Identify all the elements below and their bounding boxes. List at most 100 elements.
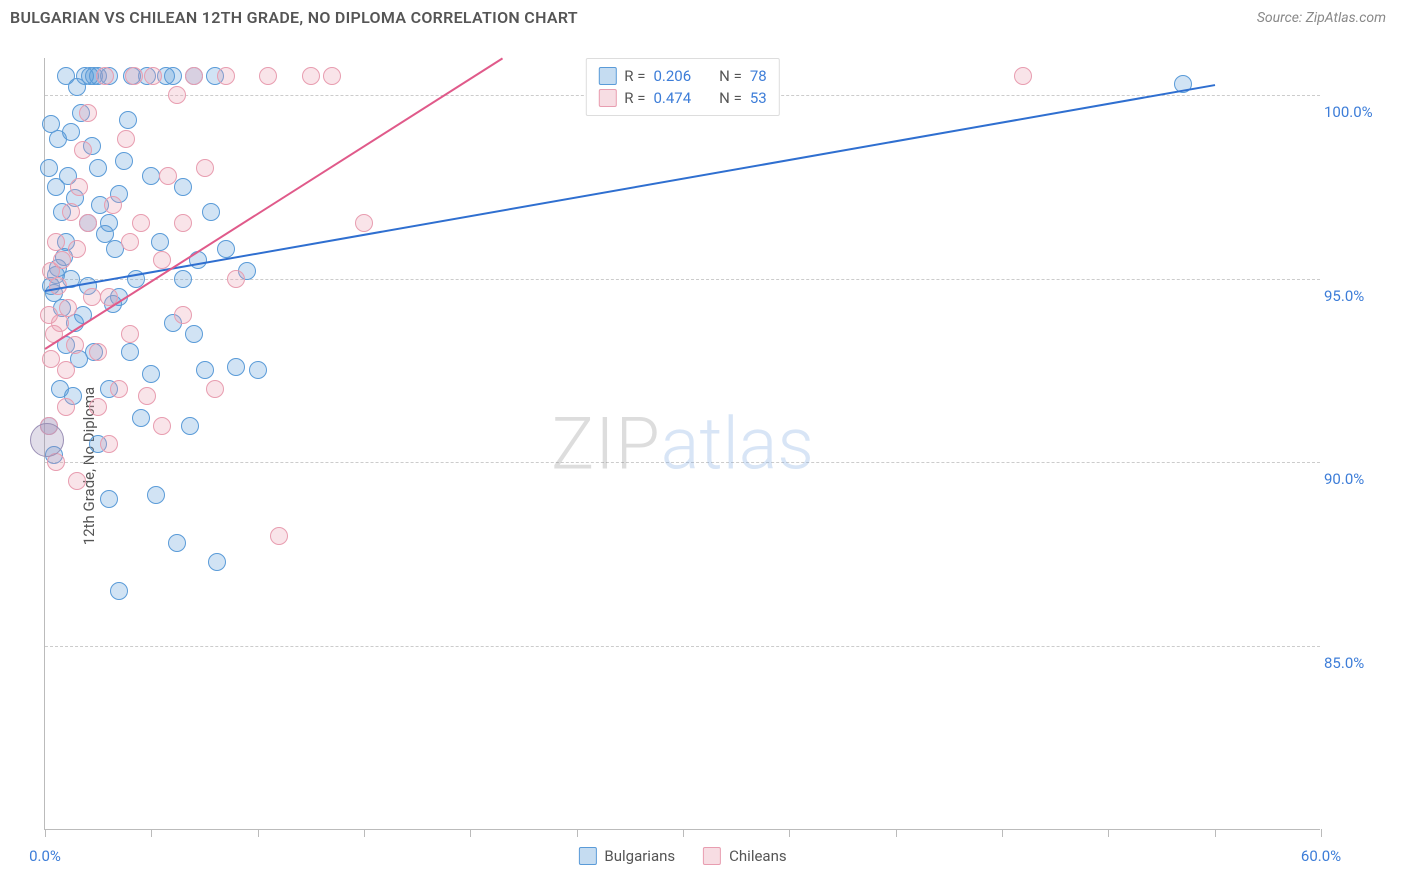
xtick [1108,829,1109,837]
scatter-point-chileans [121,233,139,251]
stat-n-label: N = [719,67,742,85]
chart-title: BULGARIAN VS CHILEAN 12TH GRADE, NO DIPL… [10,8,578,27]
xtick [577,829,578,837]
xtick-label: 0.0% [29,847,61,865]
xtick-label: 60.0% [1301,847,1341,865]
scatter-point-chileans [89,343,107,361]
legend-stats-row-0: R = 0.206 N = 78 [598,65,766,87]
ytick-label: 95.0% [1324,287,1404,305]
scatter-point-chileans [117,130,135,148]
xtick [789,829,790,837]
legend-swatch-chileans [598,89,616,107]
scatter-point-chileans [100,435,118,453]
scatter-point-bulgarians [168,534,186,552]
scatter-point-chileans [217,67,235,85]
scatter-point-chileans [104,196,122,214]
stat-n-value-1: 53 [750,89,767,107]
legend-label-chileans: Chileans [729,847,786,865]
scatter-point-bulgarians [164,67,182,85]
xtick [896,829,897,837]
ytick-label: 100.0% [1324,103,1404,121]
xtick [683,829,684,837]
scatter-point-chileans [153,251,171,269]
legend-swatch-chileans-b [703,847,721,865]
scatter-point-chileans [79,214,97,232]
xtick [151,829,152,837]
scatter-point-chileans [62,203,80,221]
scatter-point-bulgarians [151,233,169,251]
scatter-point-chileans [355,214,373,232]
stat-r-label: R = [624,67,645,85]
scatter-point-chileans [47,233,65,251]
gridline-h [45,646,1320,647]
scatter-point-chileans [168,86,186,104]
xtick [1002,829,1003,837]
scatter-point-chileans [57,361,75,379]
scatter-point-bulgarians [100,214,118,232]
scatter-point-bulgarians [47,178,65,196]
scatter-point-chileans [153,417,171,435]
gridline-h [45,462,1320,463]
scatter-point-bulgarians [208,553,226,571]
legend-item-bulgarians: Bulgarians [578,847,675,865]
plot-area: ZIPatlas R = 0.206 N = 78 R = 0.474 N = … [44,58,1320,830]
scatter-point-chileans [42,350,60,368]
scatter-point-bulgarians [40,159,58,177]
scatter-point-chileans [96,67,114,85]
scatter-point-chileans [74,141,92,159]
scatter-point-chileans [302,67,320,85]
scatter-point-bulgarians [110,582,128,600]
scatter-point-bulgarians [89,159,107,177]
legend-series: Bulgarians Chileans [578,847,786,865]
scatter-point-chileans [68,472,86,490]
scatter-point-bulgarians [142,365,160,383]
stat-n-value-0: 78 [750,67,767,85]
scatter-point-chileans [79,104,97,122]
stat-n-label: N = [719,89,742,107]
stat-r-value-0: 0.206 [653,67,691,85]
chart-header: BULGARIAN VS CHILEAN 12TH GRADE, NO DIPL… [0,0,1406,33]
scatter-point-chileans [323,67,341,85]
scatter-point-chileans [159,167,177,185]
scatter-point-chileans [70,178,88,196]
xtick [258,829,259,837]
scatter-point-chileans [174,306,192,324]
stat-r-label: R = [624,89,645,107]
scatter-point-chileans [83,288,101,306]
scatter-point-chileans [196,159,214,177]
scatter-point-bulgarians [100,490,118,508]
scatter-point-bulgarians [57,67,75,85]
scatter-point-chileans [185,67,203,85]
scatter-point-chileans [144,67,162,85]
scatter-point-bulgarians [227,358,245,376]
scatter-point-bulgarians [115,152,133,170]
chart-source: Source: ZipAtlas.com [1257,10,1386,26]
scatter-point-bulgarians [147,486,165,504]
watermark-zip: ZIP [551,401,661,486]
legend-label-bulgarians: Bulgarians [604,847,675,865]
scatter-point-chileans [227,270,245,288]
scatter-point-chileans [68,240,86,258]
scatter-point-chileans [270,527,288,545]
scatter-point-bulgarians [174,178,192,196]
scatter-point-bulgarians [49,130,67,148]
xtick [1321,829,1322,837]
ytick-label: 90.0% [1324,470,1404,488]
scatter-point-bulgarians [142,167,160,185]
scatter-point-chileans [121,325,139,343]
legend-item-chileans: Chileans [703,847,786,865]
scatter-point-bulgarians [202,203,220,221]
scatter-point-chileans [57,398,75,416]
legend-stats: R = 0.206 N = 78 R = 0.474 N = 53 [585,58,779,116]
chart-container: 12th Grade, No Diploma ZIPatlas R = 0.20… [0,40,1406,892]
scatter-point-chileans [138,387,156,405]
scatter-point-bulgarians [249,361,267,379]
xtick [1215,829,1216,837]
scatter-point-chileans [125,67,143,85]
scatter-point-bulgarians [181,417,199,435]
scatter-point-chileans [59,299,77,317]
legend-swatch-bulgarians [598,67,616,85]
legend-swatch-bulgarians-b [578,847,596,865]
scatter-point-bulgarians [132,409,150,427]
scatter-point-bulgarians [121,343,139,361]
